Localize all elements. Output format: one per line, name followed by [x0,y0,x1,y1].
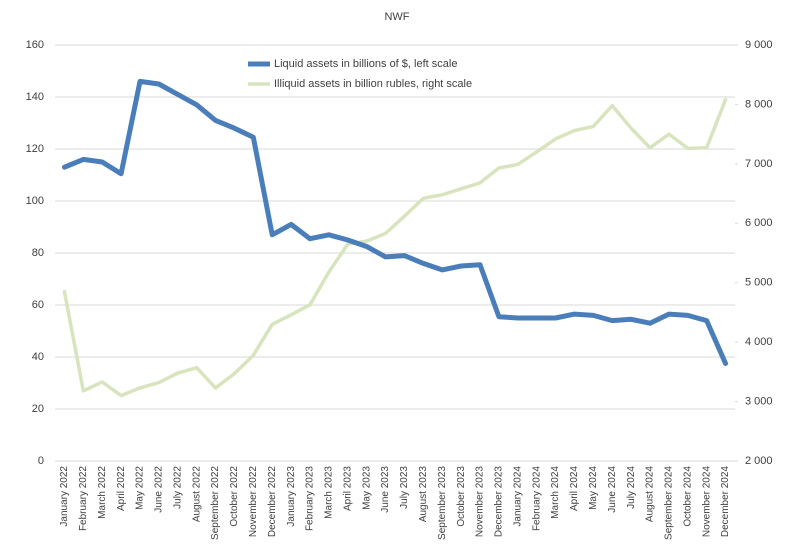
series-line [61,78,729,366]
x-tick-label: August 2022 [191,466,202,523]
x-tick-label: August 2024 [645,466,656,523]
x-tick-label: March 2023 [324,466,335,519]
x-tick-label: September 2024 [664,466,675,540]
x-tick-label: February 2024 [531,466,542,531]
x-tick-label: June 2024 [607,466,618,513]
y2-tick-label: 3 000 [745,395,773,407]
y-tick-label: 140 [26,91,44,103]
x-tick-label: November 2022 [248,466,259,538]
x-tick-label: October 2023 [456,466,467,527]
x-tick-label: December 2024 [720,466,731,538]
x-tick-label: April 2022 [116,466,127,511]
x-tick-label: May 2023 [361,466,372,510]
legend-label: Illiquid assets in billion rubles, right… [274,78,472,90]
legend-label: Liquid assets in billions of $, left sca… [274,58,457,70]
y2-tick-label: 6 000 [745,217,773,229]
y-tick-label: 0 [38,455,44,467]
y-tick-label: 160 [26,39,44,51]
chart-title: NWF [384,11,409,23]
x-tick-label: August 2023 [418,466,429,523]
x-tick-label: March 2022 [97,466,108,519]
x-tick-label: September 2022 [210,466,221,540]
y-tick-label: 100 [26,195,44,207]
series-line [62,97,728,398]
x-tick-label: January 2023 [286,466,297,527]
x-tick-label: January 2022 [59,466,70,527]
x-tick-label: March 2024 [550,466,561,519]
y-tick-label: 40 [32,351,44,363]
y2-tick-label: 7 000 [745,158,773,170]
x-tick-label: October 2022 [229,466,240,527]
x-tick-label: July 2023 [399,466,410,509]
x-tick-label: June 2022 [154,466,165,513]
x-tick-label: January 2024 [512,466,523,527]
y2-tick-label: 5 000 [745,277,773,289]
x-tick-label: July 2024 [626,466,637,509]
y2-tick-label: 9 000 [745,39,773,51]
y2-tick-label: 8 000 [745,98,773,110]
y-tick-label: 60 [32,299,44,311]
x-tick-label: December 2023 [494,466,505,538]
x-tick-label: September 2023 [437,466,448,540]
y2-tick-label: 2 000 [745,455,773,467]
x-tick-label: November 2023 [475,466,486,538]
y-tick-label: 120 [26,143,44,155]
y2-tick-label: 4 000 [745,336,773,348]
x-tick-label: October 2024 [682,466,693,527]
x-tick-label: June 2023 [380,466,391,513]
x-tick-label: November 2024 [701,466,712,538]
x-tick-label: April 2023 [342,466,353,511]
x-tick-label: July 2022 [172,466,183,509]
x-tick-label: December 2022 [267,466,278,538]
x-tick-label: May 2022 [135,466,146,510]
x-tick-label: February 2022 [78,466,89,531]
y-tick-label: 80 [32,247,44,259]
x-tick-label: May 2024 [588,466,599,510]
x-tick-label: February 2023 [305,466,316,531]
y-tick-label: 20 [32,403,44,415]
x-tick-label: April 2024 [569,466,580,511]
